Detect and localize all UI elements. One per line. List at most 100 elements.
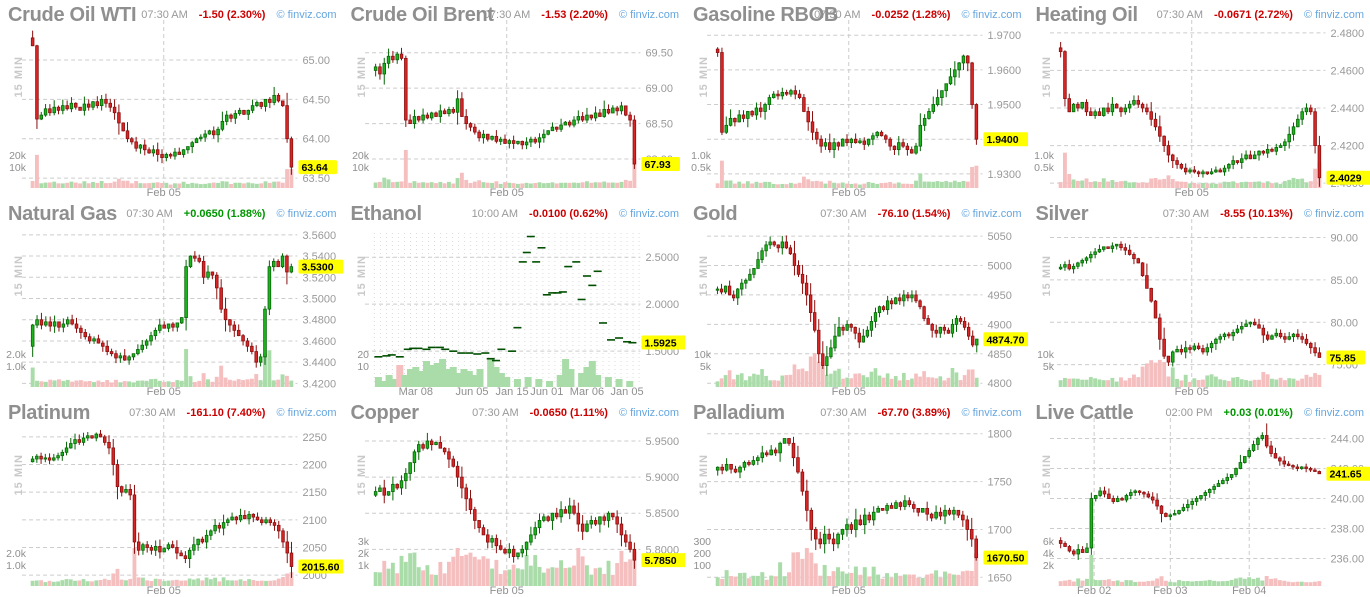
x-axis-labels: Feb 05 (832, 585, 866, 597)
candle-body (74, 323, 79, 329)
x-axis-label: Jan 05 (610, 386, 643, 398)
volume-bar (1088, 554, 1093, 586)
volume-bar (755, 575, 760, 586)
candle-body (86, 435, 90, 439)
volume-bar (1185, 581, 1190, 586)
last-price-label: 63.64 (298, 160, 337, 175)
finviz-watermark-link[interactable]: © finviz.com (276, 208, 337, 220)
chart-panel-copper[interactable]: 5.9500 5.9000 5.8500 5.8000 Feb 05 3k 2k 1k 5.78… (342, 398, 685, 597)
candle-body (1229, 474, 1233, 478)
volume-bar (737, 181, 742, 188)
volume-bar (584, 565, 589, 586)
volume-bar (433, 574, 438, 586)
chart-panel-platinum[interactable]: 2250 2200 2150 2100 2050 2000 Feb 05 2.0k 1.0k 20… (0, 398, 343, 597)
candle-body (858, 519, 863, 526)
finviz-watermark-link[interactable]: © finviz.com (276, 9, 337, 21)
finviz-watermark-link[interactable]: © finviz.com (618, 407, 679, 419)
finviz-watermark-link[interactable]: © finviz.com (961, 9, 1022, 21)
candle-body (809, 509, 814, 530)
volume-scale-label: 10k (9, 162, 27, 174)
x-axis-label: Mar 08 (398, 386, 432, 398)
candle-body (885, 505, 889, 511)
volume-bar (90, 581, 94, 586)
volume-bar (1062, 580, 1067, 586)
finviz-watermark-link[interactable]: © finviz.com (276, 407, 337, 419)
finviz-watermark-link[interactable]: © finviz.com (1303, 208, 1364, 220)
x-axis-labels: Feb 05 (832, 386, 866, 398)
candle-body (1189, 501, 1194, 505)
last-price-label: 241.65 (1325, 466, 1370, 481)
candles-layer (30, 30, 294, 175)
candle-body (537, 137, 541, 143)
candle-body (194, 138, 199, 144)
volume-bar (422, 361, 430, 387)
volume-scale-label: 3k (357, 536, 369, 548)
volume-bar (1303, 582, 1308, 586)
volume-bar (974, 165, 979, 188)
volume-bar (1239, 379, 1244, 387)
chart-panel-ethanol[interactable]: 2.5000 2.0000 1.5000 Mar 08 Jun 05 Jan 15 Jun … (342, 199, 685, 398)
candle-body (1176, 510, 1181, 514)
volume-bar (395, 365, 403, 387)
finviz-watermark-link[interactable]: © finviz.com (961, 407, 1022, 419)
volume-bar (965, 181, 970, 188)
candle-body (876, 507, 880, 513)
candle-body (81, 437, 86, 443)
volume-bar (601, 573, 606, 586)
chart-panel-palladium[interactable]: 1800 1750 1700 1650 Feb 05 300 200 100 1670.50 P… (685, 398, 1028, 597)
candle-body (606, 512, 610, 521)
chart-title: Natural Gas (8, 203, 117, 225)
candle-body (593, 520, 597, 525)
candle-body (764, 244, 768, 252)
volume-bar (78, 380, 83, 387)
volume-bar (399, 181, 403, 188)
candle-body (861, 335, 865, 343)
candle-body (268, 519, 272, 523)
x-axis-label: Jun 05 (455, 386, 488, 398)
volume-bar (132, 548, 137, 586)
candle-body (245, 340, 250, 347)
candle-body (140, 344, 145, 350)
volume-bar (289, 169, 294, 188)
volume-bar (849, 378, 853, 387)
volume-bar (918, 173, 923, 188)
volume-bar (56, 581, 60, 586)
candle-body (442, 447, 446, 453)
chart-panel-silver[interactable]: 90.00 85.00 80.00 75.00 Feb 05 10k 5k 75.85 Sil… (1027, 199, 1370, 398)
volume-bar (56, 183, 61, 188)
chart-panel-crude-oil-wti[interactable]: 65.00 64.50 64.00 63.50 Feb 05 20k 10k 63.64 Cr… (0, 0, 343, 199)
last-price-label: 1.9400 (983, 132, 1028, 147)
candle-body (769, 449, 773, 456)
volume-bar (1128, 580, 1133, 586)
finviz-watermark-link[interactable]: © finviz.com (1303, 9, 1364, 21)
volume-layer (1058, 152, 1321, 188)
volume-bar (571, 182, 576, 188)
volume-bar (437, 561, 442, 586)
candle-body (961, 514, 965, 521)
volume-bar (443, 369, 451, 387)
volume-scale-label: 20k (352, 150, 370, 162)
finviz-watermark-link[interactable]: © finviz.com (1303, 407, 1364, 419)
volume-bar (377, 572, 382, 586)
finviz-watermark-link[interactable]: © finviz.com (961, 208, 1022, 220)
y-tick-label: 2.4600 (1330, 65, 1364, 77)
finviz-watermark-link[interactable]: © finviz.com (618, 9, 679, 21)
candle-body (105, 345, 109, 352)
candle-body (768, 241, 772, 246)
chart-panel-natural-gas[interactable]: 3.5600 3.5400 3.5200 3.5000 3.4800 3.4600 3.44… (0, 199, 343, 398)
volume-bar (954, 372, 959, 387)
finviz-watermark-link[interactable]: © finviz.com (618, 208, 679, 220)
volume-bar (401, 375, 409, 387)
candle-body (136, 349, 140, 355)
volume-bar (974, 377, 979, 387)
volume-bar (47, 580, 52, 586)
x-axis-label: Feb 05 (147, 386, 181, 398)
chart-panel-gold[interactable]: 5050 5000 4950 4900 4850 4800 Feb 05 10k 5k 4874.… (685, 199, 1028, 398)
volume-bar (164, 182, 169, 188)
candle-body (1295, 333, 1300, 338)
